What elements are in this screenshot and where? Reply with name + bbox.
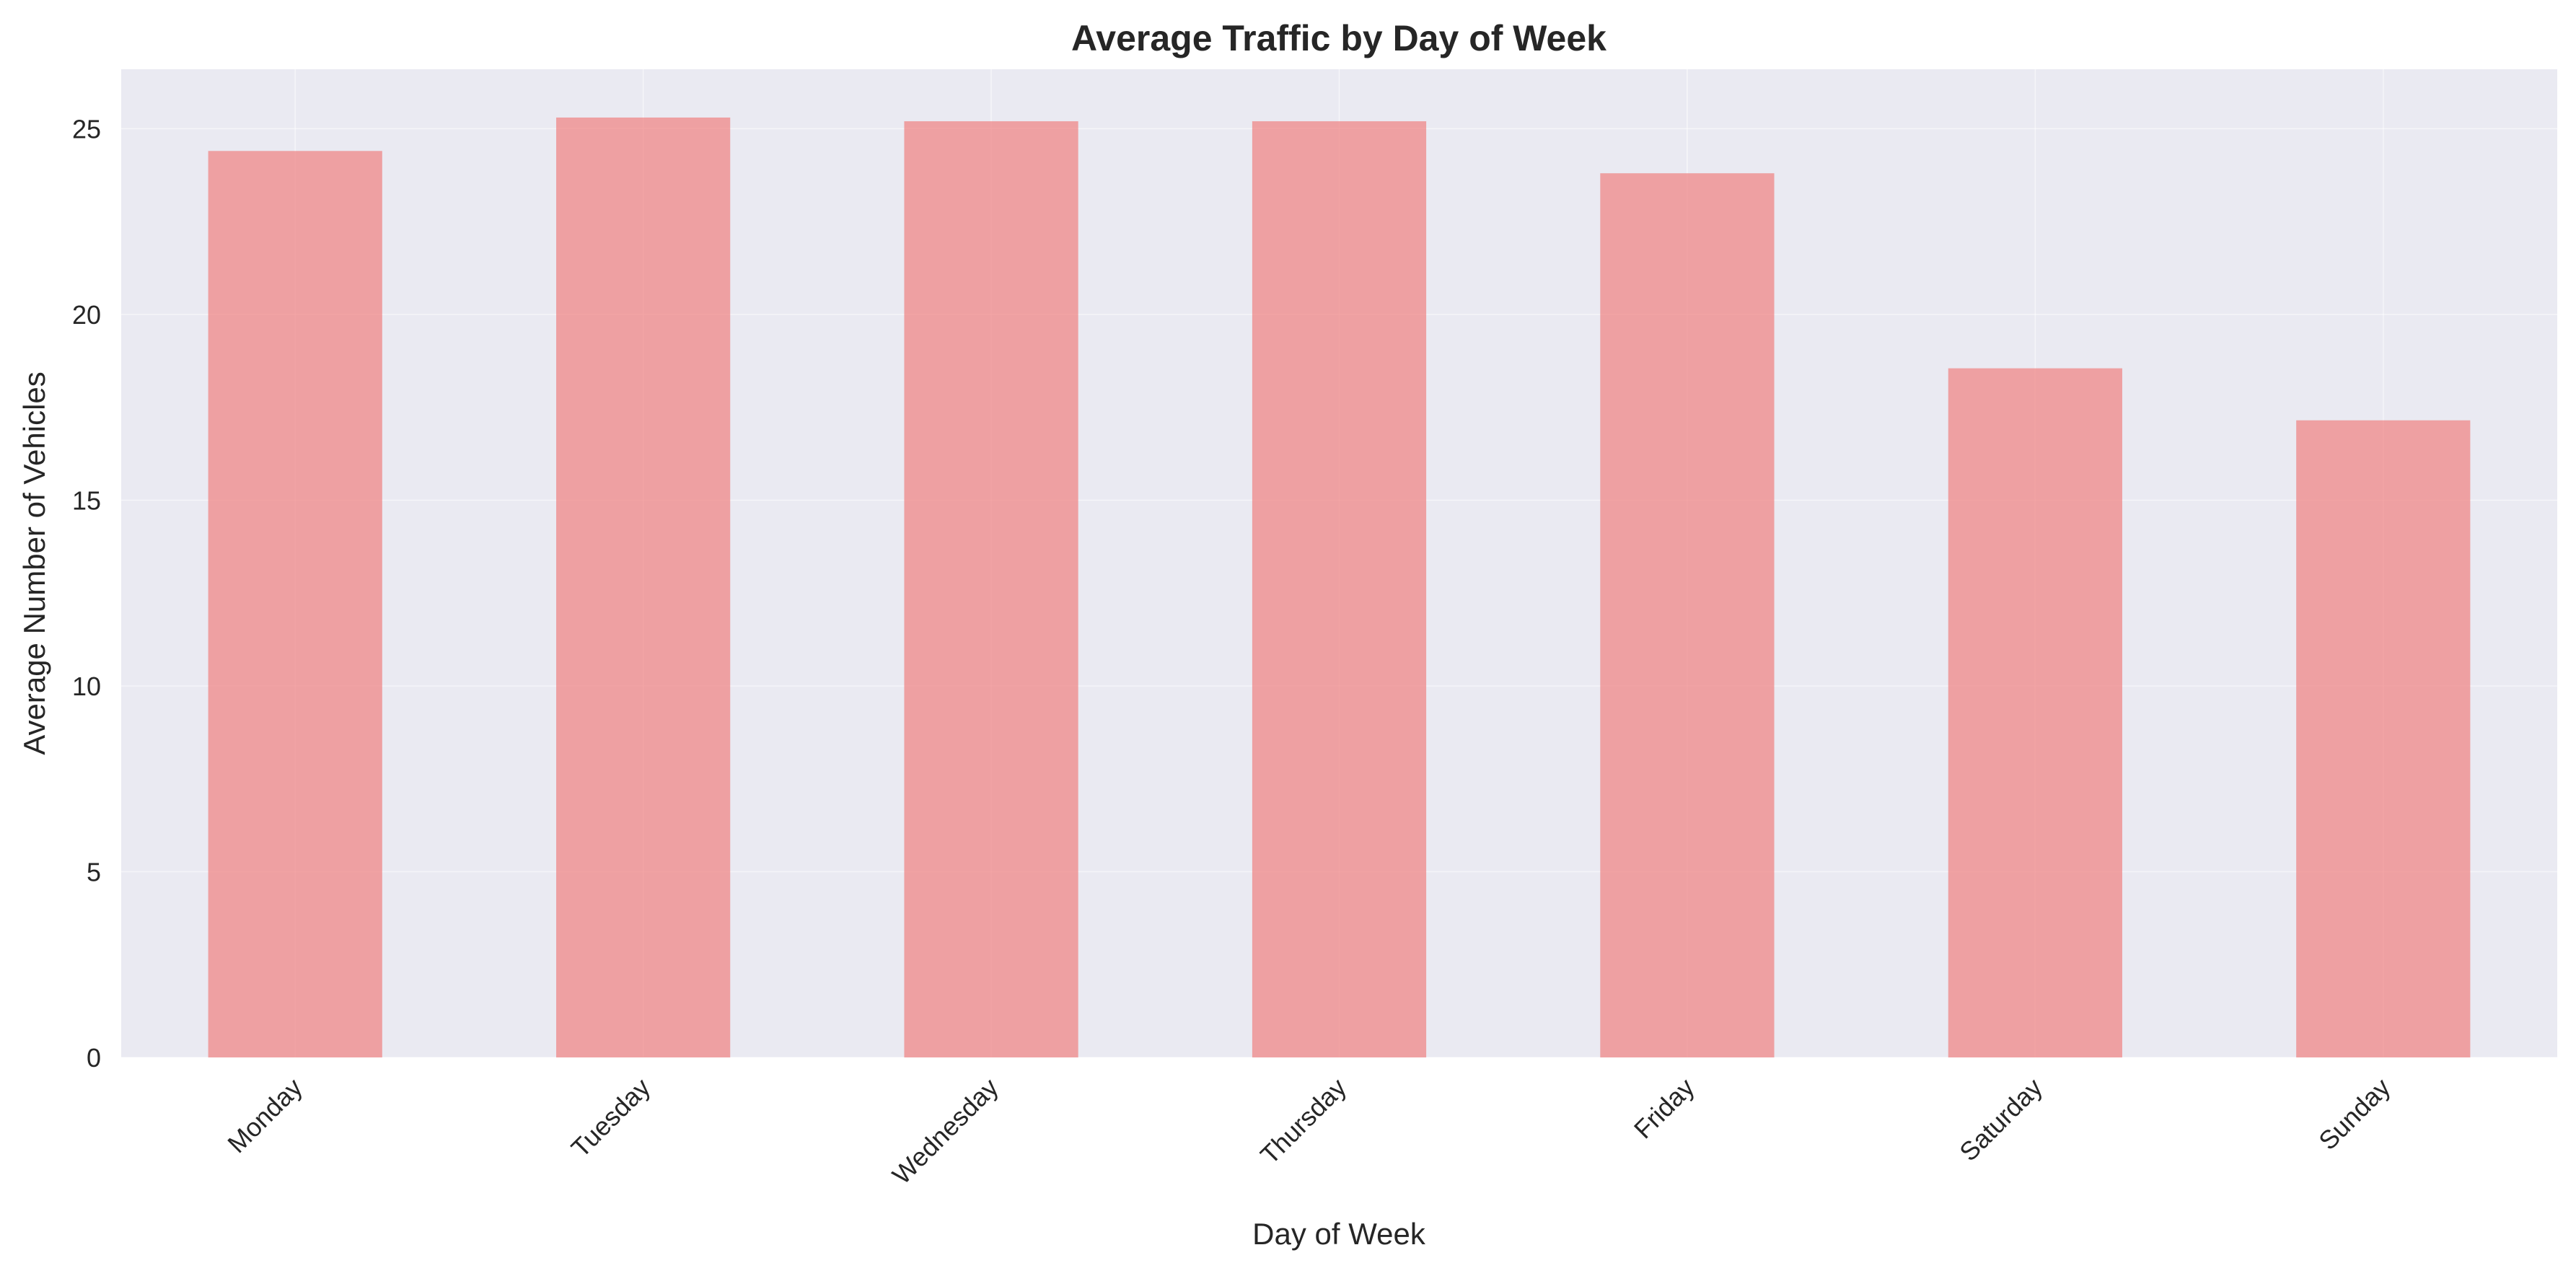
y-tick-label: 25 xyxy=(72,114,101,144)
x-tick-label: Monday xyxy=(221,1073,308,1159)
bar-thursday xyxy=(1252,121,1427,1058)
y-axis-ticks: 0 5 10 15 20 25 xyxy=(72,114,101,1073)
y-tick-label: 15 xyxy=(72,485,101,515)
bar-friday xyxy=(1600,173,1775,1057)
bar-wednesday xyxy=(904,121,1078,1058)
y-tick-label: 0 xyxy=(87,1043,101,1073)
x-tick-label: Thursday xyxy=(1254,1073,1352,1170)
bars xyxy=(208,117,2471,1058)
y-tick-label: 10 xyxy=(72,672,101,701)
y-tick-label: 5 xyxy=(87,857,101,886)
chart-title: Average Traffic by Day of Week xyxy=(1071,18,1606,58)
bar-tuesday xyxy=(556,117,731,1058)
x-tick-label: Tuesday xyxy=(566,1073,656,1163)
bar-sunday xyxy=(2296,420,2471,1057)
y-axis-label: Average Number of Vehicles xyxy=(17,371,51,755)
y-tick-label: 20 xyxy=(72,300,101,330)
x-axis-label: Day of Week xyxy=(1252,1217,1426,1251)
bar-saturday xyxy=(1948,368,2122,1058)
x-tick-label: Saturday xyxy=(1953,1073,2048,1167)
x-tick-label: Sunday xyxy=(2313,1073,2396,1156)
x-axis-ticks: Monday Tuesday Wednesday Thursday Friday Satu… xyxy=(221,1073,2396,1190)
x-tick-label: Wednesday xyxy=(887,1073,1004,1190)
bar-monday xyxy=(208,151,382,1058)
x-tick-label: Friday xyxy=(1628,1073,1700,1145)
